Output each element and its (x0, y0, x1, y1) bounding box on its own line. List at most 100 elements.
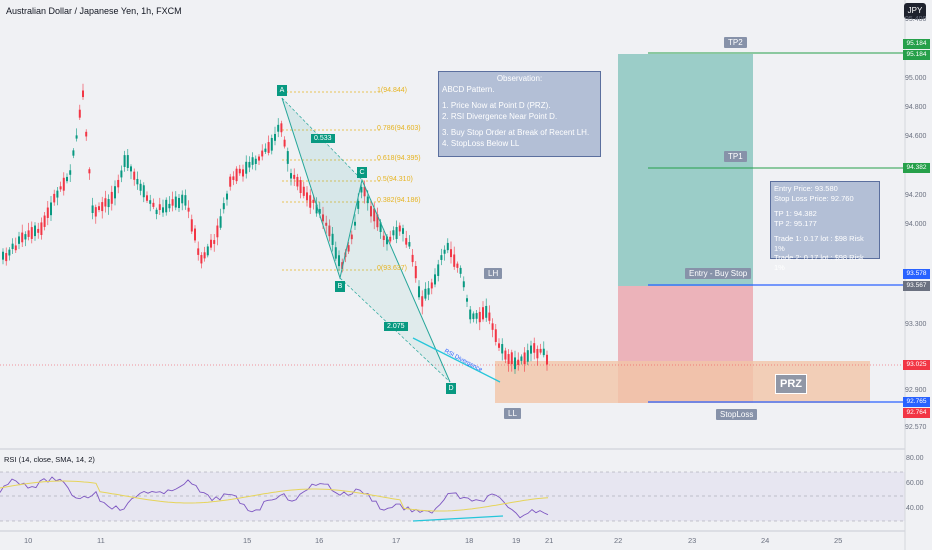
candle-body (139, 183, 142, 191)
candle-body (302, 186, 305, 196)
candle-body (56, 190, 59, 198)
candle-body (254, 158, 257, 164)
candle-body (453, 254, 456, 267)
candle-body (392, 230, 395, 236)
candle-body (370, 206, 372, 217)
observation-note[interactable]: Observation: ABCD Pattern. 1. Price Now … (438, 71, 601, 157)
candle-body (235, 168, 238, 182)
observation-line: 2. RSI Divergence Near Point D. (442, 111, 558, 121)
candle-body (293, 174, 296, 179)
prz-label[interactable]: PRZ (775, 374, 807, 394)
lh-label[interactable]: LH (484, 268, 503, 279)
candle-body (130, 166, 132, 172)
ll-label[interactable]: LL (504, 408, 521, 419)
fib-label: 0.382(94.186) (377, 197, 421, 204)
candle-body (53, 193, 56, 203)
candle-body (379, 222, 382, 233)
price-axis-label: 94.200 (905, 192, 927, 199)
candle-body (37, 228, 40, 233)
candle-body (299, 180, 302, 194)
candle-body (24, 234, 27, 240)
stoploss-label[interactable]: StopLoss (716, 409, 758, 420)
cd-ratio-label: 2.075 (384, 322, 408, 331)
candle-body (88, 169, 91, 174)
candle-body (421, 296, 424, 307)
candle-body (430, 282, 433, 289)
entry-label[interactable]: Entry - Buy Stop (685, 268, 752, 279)
candle-body (530, 345, 532, 354)
candle-body (315, 204, 318, 214)
candle-body (126, 155, 129, 168)
candle-body (114, 186, 116, 199)
rsi-divergence-line (412, 515, 504, 522)
candle-body (162, 207, 164, 213)
candle-body (78, 109, 81, 118)
price-axis-label: 94.800 (905, 104, 927, 111)
rsi-indicator-title[interactable]: RSI (14, close, SMA, 14, 2) (4, 455, 95, 464)
candle-body (520, 356, 523, 361)
date-axis-label: 24 (761, 536, 770, 545)
candle-body (539, 348, 542, 353)
candle-body (280, 123, 283, 133)
candle-body (34, 225, 36, 237)
currency-button[interactable]: JPY (904, 3, 926, 19)
price-tag: 93.567 (903, 281, 930, 291)
point-a-marker[interactable]: A (277, 85, 287, 96)
candle-body (72, 150, 75, 156)
candle-body (290, 173, 292, 179)
candle-body (133, 171, 136, 180)
observation-line: 1. Price Now at Point D (PRZ). (442, 101, 551, 110)
point-c-marker[interactable]: C (357, 167, 367, 178)
candle-body (283, 139, 286, 147)
fib-label: 0.618(94.395) (377, 155, 421, 162)
candle-body (27, 230, 30, 237)
candle-body (312, 199, 315, 203)
price-axis-label: 92.900 (905, 387, 927, 394)
candle-body (168, 203, 171, 209)
price-axis-label: 95.000 (905, 75, 927, 82)
candle-body (357, 200, 360, 209)
candle-body (174, 196, 177, 208)
tp2-label[interactable]: TP2 (724, 37, 747, 48)
candle-body (248, 161, 251, 168)
price-tag: 93.578 (903, 269, 930, 279)
candle-body (485, 305, 488, 318)
candle-body (494, 329, 497, 342)
candle-body (120, 170, 123, 178)
candle-body (85, 131, 88, 137)
price-axis-label: 95.400 (905, 16, 927, 23)
abcd-pattern (281, 97, 451, 383)
price-axis-label: 93.300 (905, 321, 927, 328)
point-b-marker[interactable]: B (335, 281, 345, 292)
rsi-axis-label: 80.00 (906, 455, 924, 462)
date-axis-label: 10 (24, 536, 33, 545)
candle-body (219, 216, 222, 228)
trade2-text: Trade 2: 0.17 lot : $98 Risk 1% (774, 253, 864, 272)
tp1-text: TP 1: 94.382 (774, 209, 817, 218)
price-candles (2, 83, 548, 374)
candle-body (171, 199, 174, 206)
fib-lines (282, 91, 380, 271)
candle-body (395, 227, 398, 240)
candle-body (258, 156, 260, 161)
candle-body (251, 157, 254, 165)
tp1-label[interactable]: TP1 (724, 151, 747, 162)
candle-body (158, 204, 161, 211)
candle-body (5, 253, 8, 262)
candle-body (123, 155, 126, 167)
candle-body (424, 288, 427, 299)
ab-ratio-label: 0.533 (311, 134, 335, 143)
trade-info-note[interactable]: Entry Price: 93.580 Stop Loss Price: 92.… (770, 181, 880, 272)
candle-body (462, 281, 465, 288)
take-profit-zone (618, 54, 753, 286)
candle-body (354, 221, 356, 226)
candle-body (402, 228, 404, 234)
observation-heading: Observation: (496, 74, 543, 83)
candle-body (325, 222, 328, 226)
candle-body (46, 207, 49, 218)
candle-body (213, 240, 216, 244)
point-d-marker[interactable]: D (446, 383, 456, 394)
candle-body (229, 176, 232, 187)
candle-body (232, 176, 235, 180)
candle-body (338, 255, 340, 267)
